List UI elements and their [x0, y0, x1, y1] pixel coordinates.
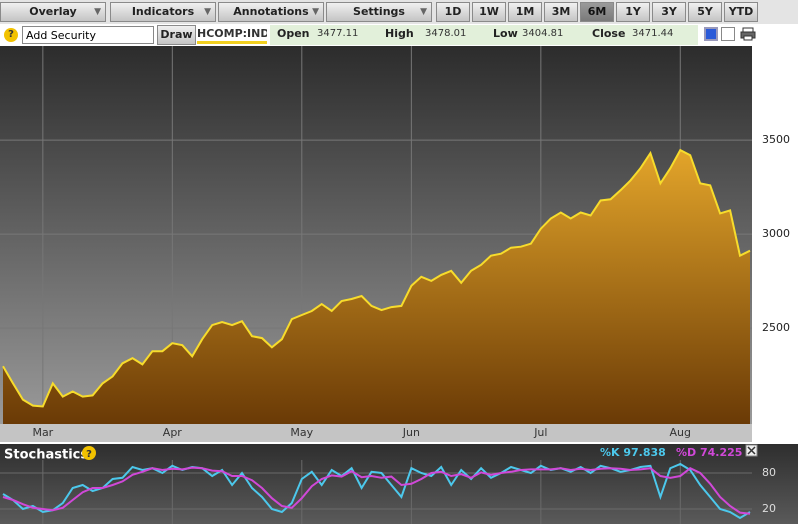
- x-tick-label: Aug: [670, 426, 691, 439]
- field-label: Open: [277, 27, 310, 40]
- range-button[interactable]: 3M: [544, 2, 578, 22]
- price-line: [2, 148, 751, 408]
- x-axis-strip: [0, 424, 752, 442]
- legend-entry: %K 97.838: [600, 446, 666, 459]
- menu-button[interactable]: Annotations ▼: [218, 2, 324, 22]
- stochastic-line: [2, 466, 751, 515]
- search-input[interactable]: Add Security: [22, 26, 154, 44]
- range-button[interactable]: 3Y: [652, 2, 686, 22]
- toolbar: Overlay ▼ Indicators ▼ Annotations ▼ Settings ▼…: [0, 0, 798, 24]
- range-button[interactable]: YTD: [724, 2, 758, 22]
- dropdown-arrow: ▼: [94, 7, 101, 17]
- close-icon: [747, 446, 756, 455]
- field-value: 3478.01: [425, 28, 467, 39]
- range-button[interactable]: 1W: [472, 2, 506, 22]
- x-tick-label: Jul: [533, 426, 547, 439]
- panel-title: Stochastics: [4, 448, 88, 463]
- field-label: Low: [493, 27, 518, 40]
- menu-button[interactable]: Settings ▼: [326, 2, 432, 22]
- menu-button[interactable]: Overlay ▼: [0, 2, 106, 22]
- y-tick-label: 3500: [762, 133, 790, 146]
- y-tick-label: 20: [762, 502, 776, 515]
- draw-button[interactable]: Draw: [157, 25, 196, 45]
- dropdown-arrow: ▼: [204, 7, 211, 17]
- axis-background: [752, 46, 798, 442]
- print-icon[interactable]: [740, 27, 756, 41]
- y-tick-label: 3000: [762, 227, 790, 240]
- color-swatch[interactable]: [721, 27, 735, 41]
- y-tick-label: 80: [762, 466, 776, 479]
- menu-label: Settings: [353, 5, 405, 18]
- field-value: 3471.44: [632, 28, 674, 39]
- area: [3, 150, 750, 424]
- y-tick-label: 2500: [762, 321, 790, 334]
- range-button[interactable]: 6M: [580, 2, 614, 22]
- color-swatch[interactable]: [704, 27, 718, 41]
- field-label: Close: [592, 27, 626, 40]
- help-icon-text: ?: [86, 449, 92, 460]
- menu-label: Indicators: [131, 5, 195, 18]
- menu-label: Annotations: [233, 5, 309, 18]
- x-tick-label: Apr: [163, 426, 183, 439]
- dropdown-arrow: ▼: [312, 7, 319, 17]
- x-tick-label: Jun: [402, 426, 420, 439]
- stochastic-line: [2, 462, 751, 520]
- menu-button[interactable]: Indicators ▼: [110, 2, 216, 22]
- x-tick-label: Mar: [32, 426, 53, 439]
- menu-label: Overlay: [29, 5, 77, 18]
- help-icon[interactable]: [82, 446, 96, 460]
- range-button[interactable]: 1M: [508, 2, 542, 22]
- field-value: 3404.81: [522, 28, 564, 39]
- range-button[interactable]: 1D: [436, 2, 470, 22]
- range-button[interactable]: 5Y: [688, 2, 722, 22]
- symbol: HCOMP:IND: [197, 27, 267, 44]
- dropdown-arrow: ▼: [420, 7, 427, 17]
- field-value: 3477.11: [317, 28, 359, 39]
- legend-entry: %D 74.225: [676, 446, 742, 459]
- x-tick-label: May: [290, 426, 313, 439]
- quote-fields: Open 3477.11 High 3478.01 Low 3404.81 Close 347…: [270, 25, 698, 45]
- range-button[interactable]: 1Y: [616, 2, 650, 22]
- field-label: High: [385, 27, 414, 40]
- help-icon[interactable]: ?: [4, 28, 18, 42]
